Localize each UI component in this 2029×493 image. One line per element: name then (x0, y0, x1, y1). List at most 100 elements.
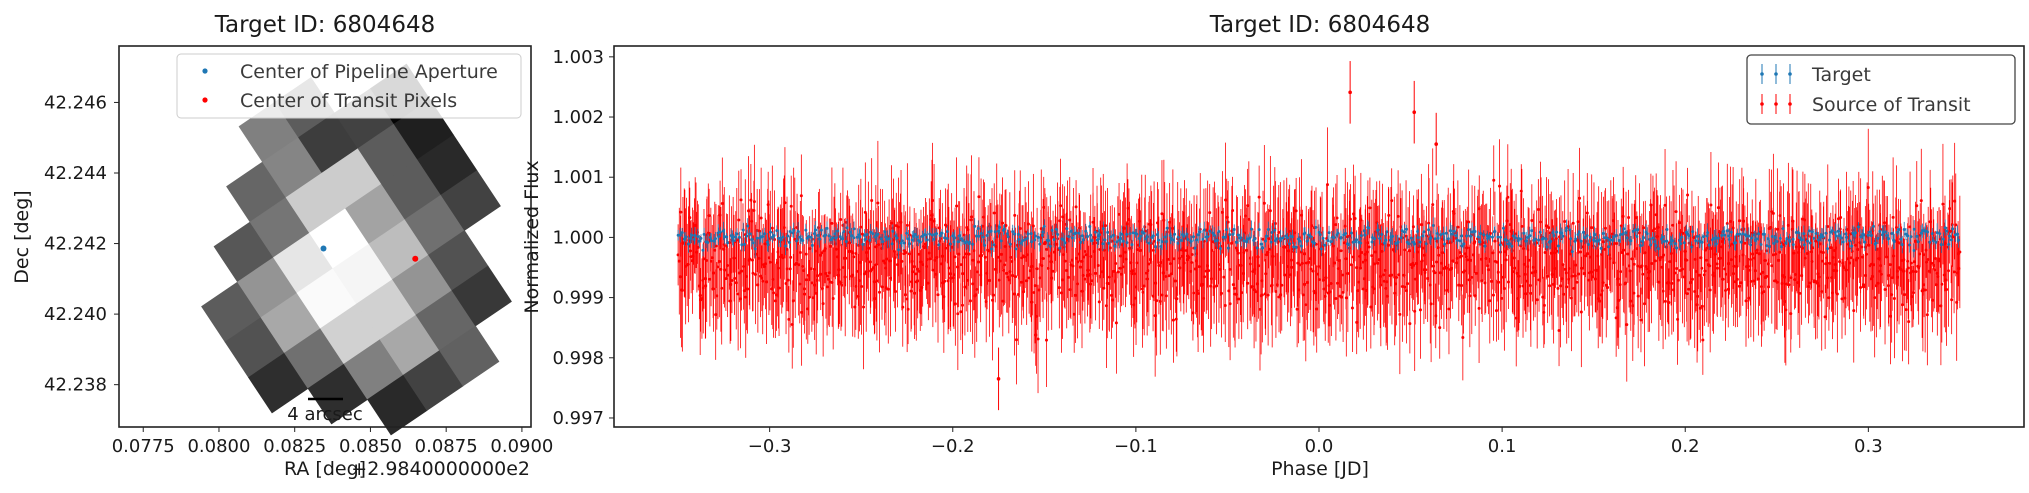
source-of-transit-point (809, 267, 813, 271)
source-of-transit-point (1043, 240, 1047, 244)
target-point (1192, 235, 1196, 239)
source-of-transit-point (1117, 212, 1121, 216)
target-point (1286, 236, 1290, 240)
source-of-transit-point (1865, 252, 1869, 256)
target-point (1538, 230, 1542, 234)
target-point (740, 243, 744, 247)
target-point (1574, 237, 1578, 241)
target-point (697, 239, 701, 243)
target-point (1077, 231, 1081, 235)
source-of-transit-point (1527, 258, 1531, 262)
source-of-transit-point (1578, 250, 1582, 254)
target-point (1013, 232, 1017, 236)
target-point (1526, 235, 1530, 239)
source-of-transit-point (1895, 269, 1899, 273)
source-of-transit-point (1138, 248, 1142, 252)
target-point (1113, 244, 1117, 248)
source-of-transit-point (1103, 224, 1107, 228)
target-point (981, 235, 985, 239)
target-point (1654, 244, 1658, 248)
source-of-transit-point (959, 310, 963, 314)
source-of-transit-point (840, 283, 844, 287)
target-point (1821, 235, 1825, 239)
target-point (1218, 246, 1222, 250)
target-point (1452, 229, 1456, 233)
target-point (1781, 227, 1785, 231)
target-point (1416, 230, 1420, 234)
source-of-transit-point (1686, 193, 1690, 197)
target-point (965, 240, 969, 244)
target-point (786, 234, 790, 238)
target-point (1137, 236, 1141, 240)
target-point (1407, 242, 1411, 246)
target-point (1224, 228, 1228, 232)
target-point (1747, 234, 1751, 238)
target-point (1765, 244, 1769, 248)
source-of-transit-point (1486, 268, 1490, 272)
target-point (1155, 233, 1159, 237)
target-point (999, 239, 1003, 243)
target-point (1798, 236, 1802, 240)
source-of-transit-point (1520, 224, 1524, 228)
source-of-transit-point (1240, 291, 1244, 295)
source-of-transit-point (788, 267, 792, 271)
source-of-transit-point (1860, 255, 1864, 259)
source-of-transit-point (816, 274, 820, 278)
source-of-transit-point (1011, 274, 1015, 278)
source-of-transit-point (1174, 317, 1178, 321)
source-of-transit-point (1277, 295, 1281, 299)
target-point (1885, 234, 1889, 238)
target-point (1125, 232, 1129, 236)
target-point (1806, 239, 1810, 243)
target-point (1651, 236, 1655, 240)
source-of-transit-point (975, 287, 979, 291)
source-of-transit-point (765, 280, 769, 284)
target-point (1555, 230, 1559, 234)
target-point (1629, 239, 1633, 243)
target-point (1850, 244, 1854, 248)
source-of-transit-point (959, 263, 963, 267)
target-point (1212, 233, 1216, 237)
source-of-transit-point (1826, 225, 1830, 229)
source-of-transit-point (1883, 287, 1887, 291)
source-of-transit-point (1049, 260, 1053, 264)
source-of-transit-point (810, 281, 814, 285)
target-point (1816, 238, 1820, 242)
target-point (1700, 240, 1704, 244)
source-of-transit-point (1348, 90, 1352, 95)
target-point (850, 234, 854, 238)
target-point (1587, 243, 1591, 247)
source-of-transit-point (998, 259, 1002, 263)
source-of-transit-point (1789, 312, 1793, 316)
source-of-transit-point (1941, 202, 1945, 206)
target-point (924, 233, 928, 237)
source-of-transit-point (1535, 298, 1539, 302)
source-of-transit-point (901, 305, 905, 309)
target-point (979, 232, 983, 236)
source-of-transit-point (759, 216, 763, 220)
target-point (1107, 241, 1111, 245)
target-point (1749, 243, 1753, 247)
source-of-transit-point (1778, 250, 1782, 254)
target-point (1215, 238, 1219, 242)
target-point (1236, 233, 1240, 237)
source-of-transit-point (1378, 275, 1382, 279)
right-x-ticks: −0.3 −0.2 −0.1 0.0 0.1 0.2 0.3 (748, 427, 1883, 457)
source-of-transit-point (737, 271, 741, 275)
source-of-transit-point (1207, 269, 1211, 273)
source-of-transit-point (862, 305, 866, 309)
source-of-transit-point (870, 199, 874, 203)
source-of-transit-point (1814, 239, 1818, 243)
source-of-transit-point (1205, 264, 1209, 268)
target-point (1614, 233, 1618, 237)
source-of-transit-point (1838, 260, 1842, 264)
source-of-transit-point (737, 218, 741, 222)
target-point (1612, 235, 1616, 239)
source-of-transit-point (733, 276, 737, 280)
target-point (1159, 244, 1163, 248)
source-of-transit-point (839, 218, 843, 222)
target-point (746, 224, 750, 228)
target-point (861, 242, 865, 246)
target-point (1605, 236, 1609, 240)
source-of-transit-point (1003, 263, 1007, 267)
